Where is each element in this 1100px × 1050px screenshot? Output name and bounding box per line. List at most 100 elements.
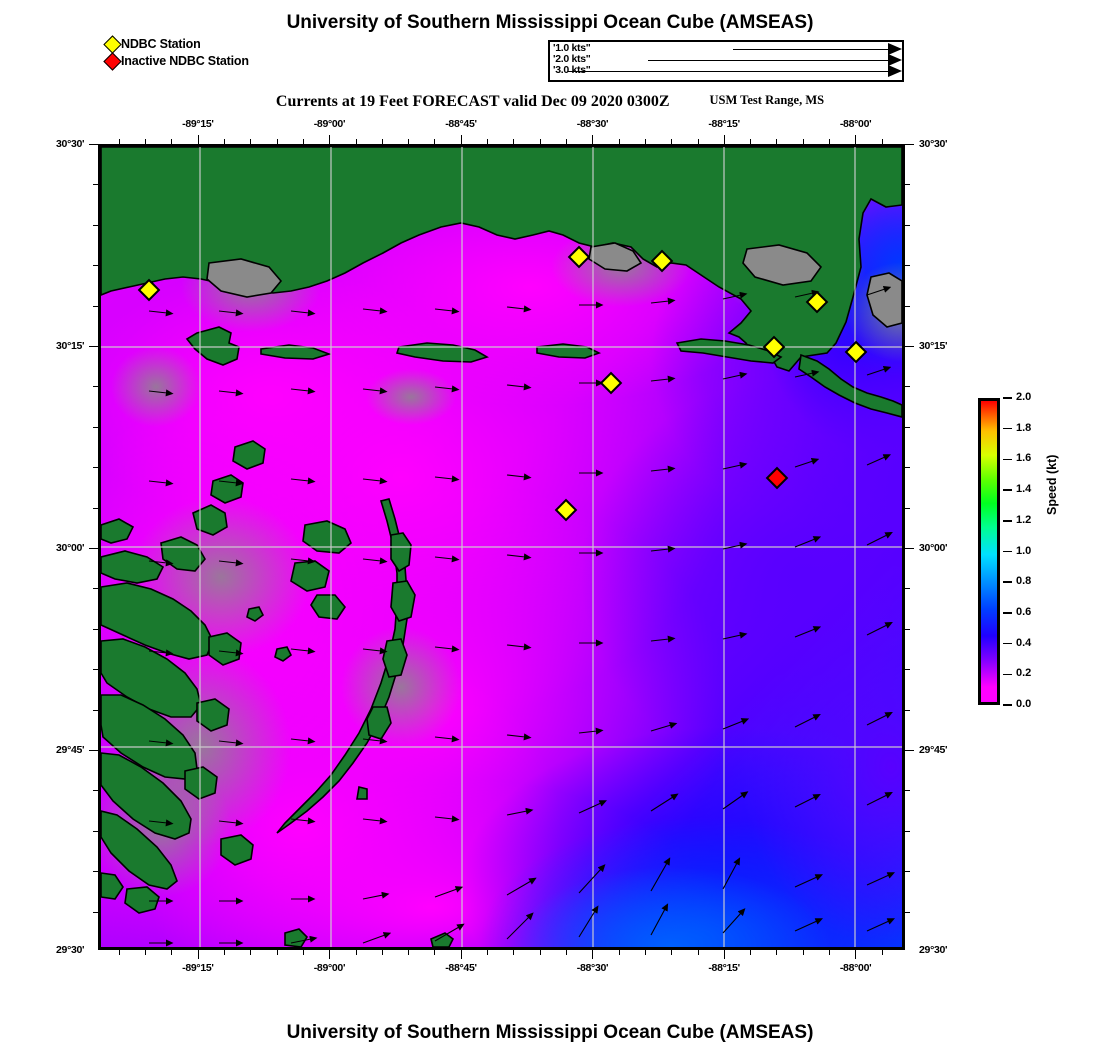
axis-label-x-top: -88°15' [708,118,740,130]
axis-label-x-bottom: -89°15' [182,962,214,974]
scale-arrowhead-2 [888,54,902,66]
axis-tick-x [802,950,804,955]
colorbar-tick [1003,612,1012,614]
axis-label-x-bottom: -88°45' [445,962,477,974]
axis-tick-y [905,305,910,307]
vector-scale-legend: '1.0 kts" '2.0 kts" '3.0 kts" [548,40,904,82]
map-plot-area[interactable] [98,144,905,950]
axis-tick-x [434,950,436,955]
scale-row-3: '3.0 kts" [550,64,902,77]
axis-tick-x [855,135,857,144]
scale-row-2: '2.0 kts" [550,53,902,66]
axis-tick-y [905,669,910,671]
colorbar-tick-label: 1.0 [1016,544,1032,557]
colorbar-tick [1003,673,1012,676]
axis-tick-x [197,950,199,959]
axis-label-x-bottom: -88°30' [576,962,609,974]
axis-tick-x [276,950,278,955]
colorbar-tick-label: 0.6 [1016,605,1032,618]
axis-tick-x [592,135,594,144]
axis-label-y-right: 30°00' [919,541,948,554]
colorbar-tick-label: 2.0 [1016,391,1032,403]
axis-tick-y [905,184,910,186]
legend-item-inactive-ndbc-station: Inactive NDBC Station [103,51,249,71]
axis-tick-x [750,950,752,955]
axis-label-y-left: 29°45' [56,743,85,756]
axis-tick-y [905,224,910,226]
axis-tick-x [487,950,489,955]
axis-tick-x [408,950,410,955]
station-marker-active [599,371,623,395]
colorbar-tick [1003,550,1012,553]
axis-tick-x [592,950,594,959]
colorbar-tick-label: 1.6 [1016,452,1032,465]
test-range-label: USM Test Range, MS [709,93,825,107]
axis-label-x-top: -89°15' [182,118,214,130]
axis-label-y-left: 29°30' [56,944,85,956]
axis-tick-x [250,950,252,955]
legend-label-active: NDBC Station [121,37,201,51]
axis-tick-x [460,950,462,959]
axis-tick-y [905,386,910,388]
axis-tick-x [855,950,857,959]
map-canvas [101,147,902,947]
colorbar-tick-label: 0.4 [1016,636,1032,649]
axis-tick-x [171,950,173,955]
scale-row-1: '1.0 kts" [550,42,902,55]
colorbar[interactable]: 2.0 1.8 1.6 1.4 1.2 1.0 0.8 0.6 0.4 0.2 0.0 Speed … [975,391,1059,710]
axis-tick-x [381,950,383,955]
axis-label-y-left: 30°15' [56,339,85,352]
colorbar-tick [1003,427,1012,430]
axis-label-y-right: 29°45' [919,743,948,756]
axis-tick-y [905,588,910,590]
axis-label-y-left: 30°00' [56,541,85,554]
axis-tick-x [197,135,199,144]
axis-tick-y [905,709,910,711]
axis-label-y-right: 30°15' [919,339,948,352]
axis-tick-y [905,871,910,873]
axis-tick-y [89,345,98,347]
axis-tick-x [223,950,225,955]
station-marker-active [805,290,829,314]
colorbar-tick-label: 1.8 [1016,421,1032,434]
axis-tick-y [905,830,910,832]
axis-label-x-bottom: -88°00' [839,962,872,974]
axis-tick-y [905,467,910,469]
station-marker-active [567,245,591,269]
axis-tick-y [905,790,910,792]
colorbar-tick [1003,642,1012,645]
axis-tick-x [618,950,620,955]
scale-label-3: '3.0 kts" [553,64,591,76]
axis-label-x-top: -88°30' [576,118,609,130]
ndbc-station-markers [137,245,868,522]
colorbar-tick [1003,397,1012,399]
axis-tick-x [302,950,304,955]
axis-label-x-top: -88°00' [839,118,872,130]
axis-label-x-bottom: -88°15' [708,962,740,974]
axis-tick-y [905,265,910,267]
colorbar-tick-label: 1.4 [1016,483,1032,496]
axis-tick-y [905,345,914,347]
axis-tick-x [644,950,646,955]
colorbar-tick [1003,458,1012,461]
red-diamond-icon [103,51,122,71]
station-marker-active [844,340,868,364]
axis-tick-x [776,950,778,955]
scale-arrowhead-1 [888,43,902,55]
current-vector-field [148,286,896,947]
axis-tick-y [905,547,914,549]
axis-tick-y [89,144,98,145]
axis-tick-y [905,507,910,509]
scale-line-2 [648,60,888,61]
axis-tick-x [723,950,725,959]
axis-tick-x [539,950,541,955]
colorbar-tick [1003,520,1012,522]
station-marker-active [137,278,161,302]
colorbar-gradient [978,398,1000,705]
axis-tick-x [513,950,515,955]
axis-label-x-top: -89°00' [313,118,346,130]
current-speed-heatmap [101,147,902,947]
axis-tick-x [671,950,673,955]
colorbar-tick-label: 0.8 [1016,575,1032,588]
axis-tick-x [329,950,331,959]
